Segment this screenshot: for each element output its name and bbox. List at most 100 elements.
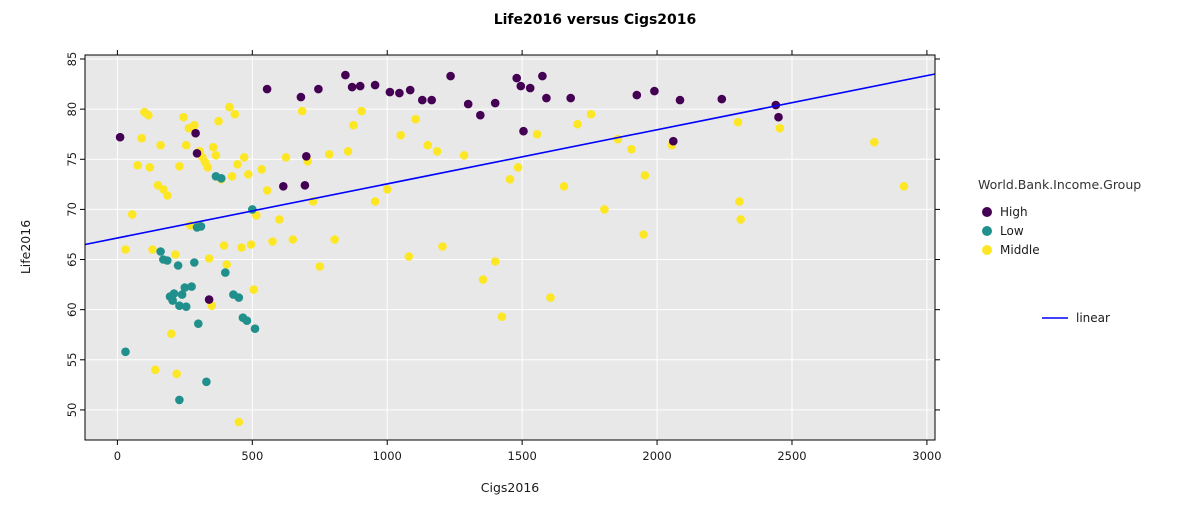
point-middle [203, 163, 213, 172]
point-middle [222, 260, 231, 269]
point-high [302, 152, 311, 161]
point-high [204, 295, 214, 304]
point-high [771, 100, 781, 110]
point-low [187, 282, 196, 291]
y-tick-label: 65 [65, 252, 79, 267]
x-tick-label: 1500 [508, 449, 537, 463]
point-middle [396, 130, 406, 140]
point-high [463, 99, 473, 109]
legend-label-middle: Middle [1000, 243, 1040, 257]
point-high [192, 149, 202, 158]
point-middle [490, 257, 500, 266]
regression-line [84, 73, 936, 246]
point-low [250, 324, 260, 334]
point-low [190, 258, 199, 267]
point-middle [230, 109, 240, 119]
point-low [168, 296, 177, 305]
x-tick-label: 3000 [912, 449, 941, 463]
y-axis-title: Life2016 [18, 220, 33, 274]
point-low [248, 205, 257, 214]
point-high [519, 126, 528, 136]
point-middle [181, 140, 191, 150]
point-middle [133, 161, 142, 170]
point-middle [288, 235, 298, 244]
point-middle [640, 171, 650, 180]
point-middle [627, 144, 636, 154]
point-middle [208, 142, 218, 152]
point-middle [237, 243, 246, 252]
axis-ticks [80, 50, 940, 445]
point-high [669, 136, 678, 146]
point-high [525, 83, 535, 93]
point-middle [281, 153, 291, 162]
point-middle [459, 151, 469, 160]
point-middle [211, 151, 221, 160]
point-middle [899, 182, 909, 191]
point-middle [275, 215, 284, 224]
point-high [516, 81, 526, 91]
point-middle [411, 114, 420, 124]
legend-swatch-middle [982, 245, 992, 255]
data-points [115, 70, 909, 427]
point-high [512, 73, 521, 83]
point-middle [150, 365, 160, 375]
chart-title: Life2016 versus Cigs2016 [494, 12, 697, 28]
point-high [115, 132, 125, 142]
point-high [191, 128, 200, 138]
point-middle [404, 252, 414, 261]
point-middle [233, 160, 242, 169]
point-high [296, 92, 306, 102]
point-middle [225, 102, 234, 112]
x-tick-label: 0 [114, 449, 121, 463]
point-middle [137, 133, 146, 143]
point-low [234, 293, 244, 302]
point-high [774, 112, 783, 122]
point-middle [423, 140, 433, 150]
y-tick-label: 80 [65, 102, 79, 117]
point-low [202, 377, 211, 387]
x-tick-label: 500 [241, 449, 263, 463]
point-low [221, 268, 230, 277]
legend-swatch-low [982, 226, 992, 236]
point-middle [775, 123, 785, 133]
point-middle [438, 242, 447, 251]
point-middle [559, 182, 569, 191]
point-low [196, 222, 206, 231]
y-tick-label: 85 [65, 52, 79, 67]
point-middle [600, 205, 609, 214]
point-high [355, 81, 365, 91]
point-middle [870, 137, 879, 147]
point-middle [227, 172, 237, 181]
point-high [476, 110, 485, 120]
point-high [314, 84, 323, 94]
point-middle [532, 129, 542, 139]
point-middle [262, 186, 272, 195]
y-tick-label: 55 [65, 352, 79, 367]
point-middle [249, 285, 258, 294]
point-middle [172, 369, 181, 379]
point-high [650, 86, 659, 96]
point-middle [214, 116, 223, 126]
point-middle [144, 110, 153, 120]
point-high [262, 84, 272, 94]
point-middle [478, 275, 488, 284]
point-middle [127, 210, 137, 219]
point-middle [343, 147, 353, 156]
point-low [156, 247, 165, 256]
point-middle [513, 163, 523, 172]
point-high [341, 70, 350, 80]
point-middle [145, 163, 155, 172]
point-middle [382, 185, 392, 194]
point-high [405, 85, 415, 95]
point-middle [330, 235, 339, 244]
point-middle [159, 185, 168, 194]
point-middle [357, 106, 366, 116]
point-high [446, 71, 455, 81]
point-middle [297, 106, 307, 116]
plot-background [85, 55, 935, 440]
point-high [279, 182, 288, 191]
point-high [538, 71, 547, 81]
point-high [632, 90, 642, 100]
